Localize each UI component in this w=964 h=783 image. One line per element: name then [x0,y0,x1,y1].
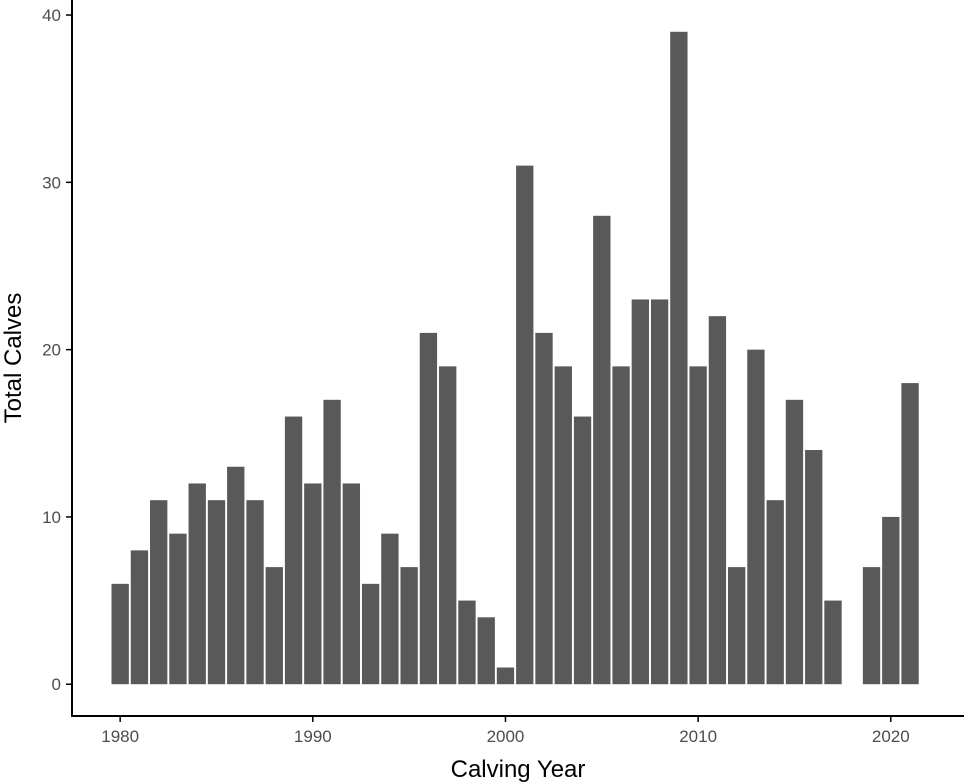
y-tick-label-40: 40 [42,6,61,25]
bar-2019 [862,567,881,685]
y-tick-label-20: 20 [42,341,61,360]
y-ticks-group: 0 10 20 30 40 [42,6,72,694]
bar-1984 [188,483,206,685]
y-tick-label-30: 30 [42,173,61,192]
bar-2003 [554,366,572,685]
x-axis-title: Calving Year [451,756,586,783]
bar-2021 [901,383,919,685]
bar-1985 [207,500,226,685]
bar-2020 [882,516,900,685]
bar-2015 [785,399,804,685]
bar-2004 [573,416,592,685]
bar-1981 [130,550,149,685]
bar-1988 [265,567,283,685]
bar-1995 [400,567,418,685]
bar-1990 [304,483,322,685]
bar-2017 [824,600,842,685]
bar-1991 [323,399,341,685]
bar-1987 [246,500,264,685]
x-tick-label-2010: 2010 [679,727,717,746]
bar-2016 [805,450,823,685]
bar-2012 [727,567,746,685]
bars-group [111,31,919,685]
bar-1994 [381,533,399,685]
bar-1998 [458,600,476,685]
bar-1980 [111,583,129,685]
bar-2009 [670,31,688,685]
bar-1986 [227,466,245,685]
bar-2013 [747,349,765,685]
bar-2014 [766,500,784,685]
bar-1982 [150,500,168,685]
bar-2011 [708,316,727,685]
bar-1989 [284,416,303,685]
bar-1993 [361,583,380,685]
y-axis-title: Total Calves [0,293,27,424]
bar-2007 [631,299,650,685]
bar-2000 [496,667,515,685]
bar-1996 [419,332,438,685]
bar-2005 [593,215,611,685]
bar-2006 [612,366,630,685]
bar-1999 [477,617,495,685]
x-tick-label-1990: 1990 [294,727,332,746]
bar-1992 [342,483,361,685]
bar-2010 [689,366,707,685]
y-tick-label-0: 0 [52,675,61,694]
bar-1983 [169,533,187,685]
y-tick-label-10: 10 [42,508,61,527]
x-tick-label-2020: 2020 [872,727,910,746]
x-tick-label-1980: 1980 [101,727,139,746]
bar-2001 [516,165,534,685]
bar-2008 [650,299,669,685]
bar-1997 [439,366,457,685]
x-tick-label-2000: 2000 [487,727,525,746]
x-ticks-group: 1980 1990 2000 2010 2020 [101,716,910,746]
bar-2002 [535,332,553,685]
